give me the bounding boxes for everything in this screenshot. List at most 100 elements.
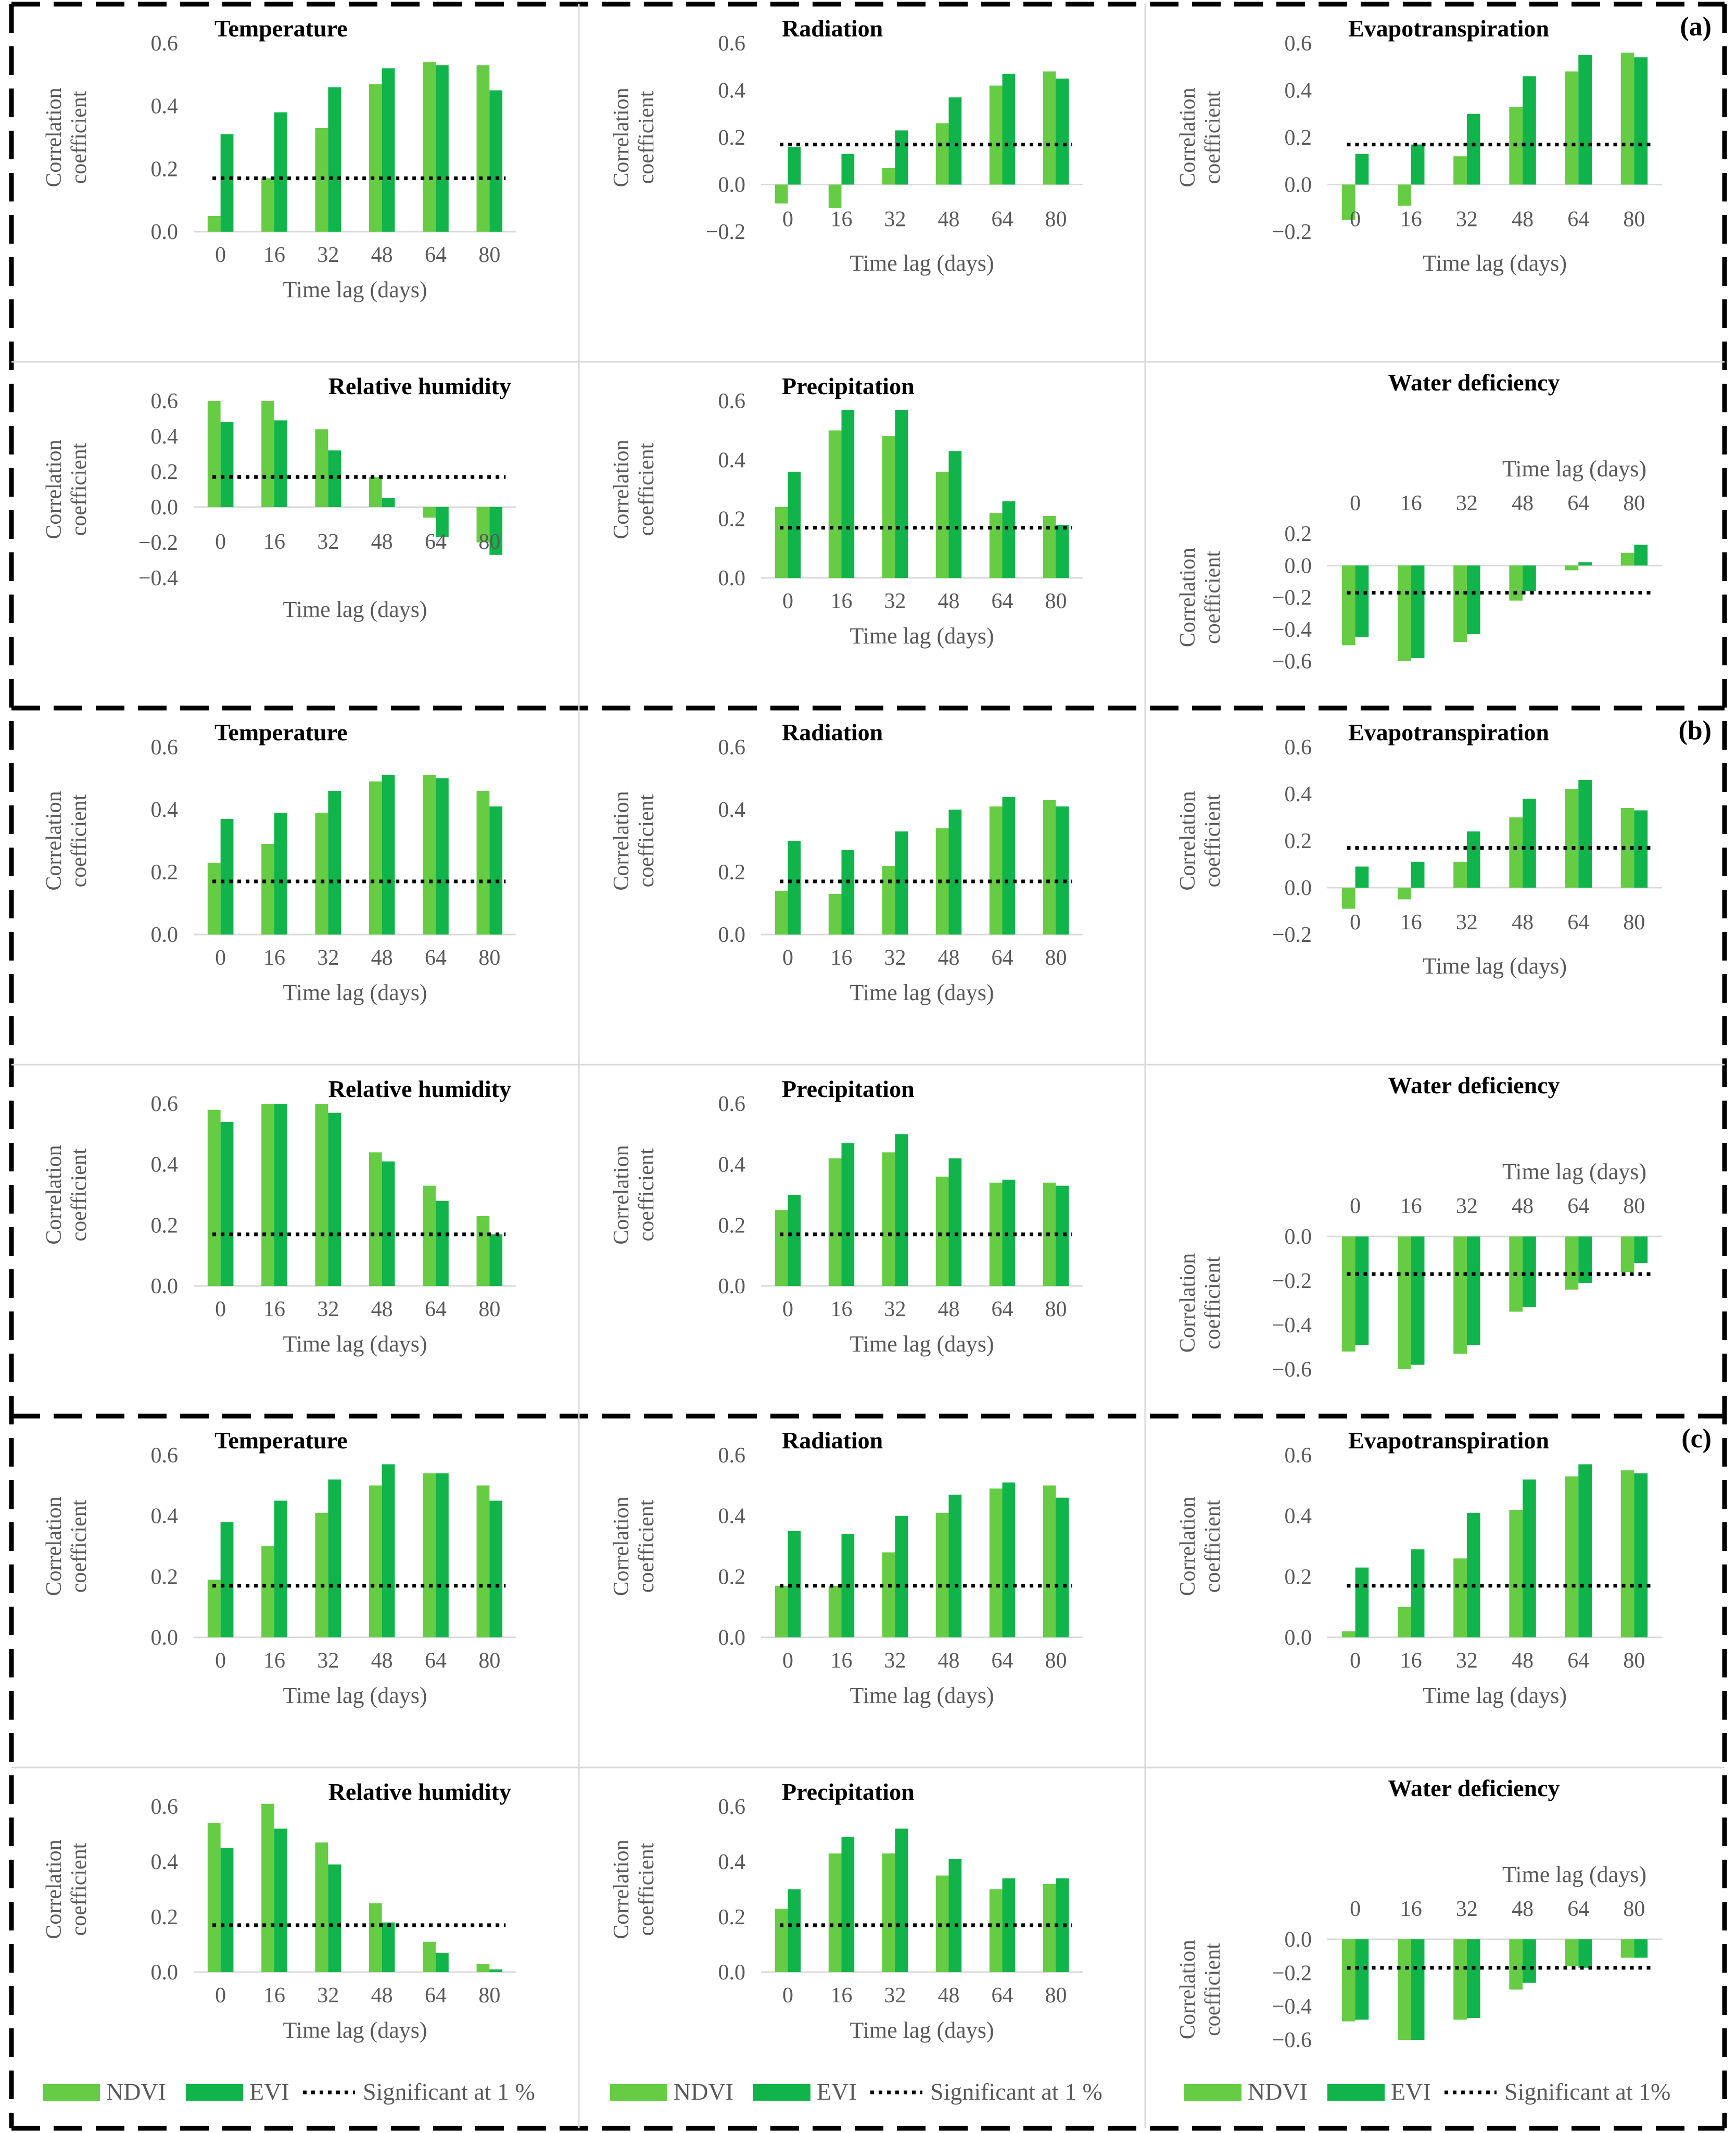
- y-axis-label-line-1: Correlation: [42, 1145, 66, 1244]
- x-axis-title: Time lag (days): [1423, 250, 1567, 276]
- x-tick-label: 0: [782, 1297, 793, 1321]
- x-tick-label: 0: [1350, 1194, 1361, 1218]
- y-tick-label: −0.2: [1272, 1961, 1312, 1985]
- legend-significance-label: Significant at 1 %: [930, 2078, 1103, 2105]
- bar-evi-80: [489, 90, 503, 232]
- x-tick-label: 0: [215, 530, 226, 554]
- x-tick-label: 16: [1400, 491, 1422, 515]
- x-tick-label: 16: [1400, 911, 1422, 935]
- bar-ndvi-16: [261, 1104, 274, 1286]
- bar-evi-48: [1523, 76, 1536, 185]
- bar-evi-32: [328, 1113, 341, 1286]
- bar-ndvi-64: [989, 1488, 1003, 1637]
- x-axis-title: Time lag (days): [1502, 1862, 1646, 1887]
- x-tick-label: 0: [1350, 1649, 1361, 1673]
- bar-ndvi-16: [1398, 1607, 1411, 1637]
- bar-evi-80: [1056, 78, 1069, 185]
- y-axis-label-line-2: coefficient: [1201, 91, 1225, 184]
- bar-evi-64: [1578, 562, 1592, 566]
- bar-ndvi-16: [1398, 1939, 1411, 2040]
- bar-ndvi-48: [369, 84, 382, 232]
- bar-ndvi-16: [1398, 184, 1411, 206]
- y-axis-label-line-2: coefficient: [635, 1499, 658, 1593]
- x-tick-label: 0: [782, 208, 793, 232]
- bar-ndvi-16: [1398, 565, 1411, 661]
- y-tick-label: −0.6: [1272, 1358, 1312, 1382]
- bar-evi-64: [436, 1952, 449, 1972]
- y-axis-label: Correlation coefficient: [42, 791, 91, 890]
- y-tick-label: 0.2: [718, 1214, 746, 1238]
- y-axis-label: Correlation coefficient: [42, 1496, 91, 1596]
- x-tick-label: 32: [1456, 208, 1478, 232]
- x-axis-title: Time lag (days): [850, 623, 994, 649]
- y-axis-label-line-2: coefficient: [635, 1842, 658, 1936]
- bar-ndvi-48: [369, 1485, 382, 1637]
- bar-ndvi-80: [1620, 1470, 1634, 1637]
- x-axis-title: Time lag (days): [283, 1331, 427, 1357]
- bar-ndvi-80: [1043, 800, 1056, 935]
- x-tick-label: 80: [478, 1649, 500, 1673]
- x-tick-label: 0: [1350, 491, 1361, 515]
- x-tick-label: 0: [1350, 208, 1361, 232]
- bar-evi-48: [948, 1494, 962, 1637]
- chart-c-relative-humidity: Relative humidity Correlation coefficient 0…: [42, 1778, 535, 2105]
- y-tick-label: 0.2: [151, 1214, 179, 1238]
- bar-ndvi-48: [1509, 1510, 1523, 1637]
- x-tick-label: 48: [938, 589, 960, 613]
- bar-evi-48: [948, 1158, 962, 1286]
- x-tick-label: 80: [1045, 589, 1067, 613]
- legend-significance-label: Significant at 1 %: [363, 2078, 535, 2105]
- x-tick-label: 64: [1567, 911, 1589, 935]
- bar-evi-32: [1466, 831, 1480, 888]
- x-tick-label: 16: [263, 1297, 285, 1321]
- bar-ndvi-80: [476, 1485, 490, 1637]
- x-tick-label: 16: [263, 1984, 285, 2008]
- chart-title: Water deficiency: [1388, 1775, 1560, 1801]
- bar-evi-80: [489, 507, 503, 555]
- bar-evi-80: [489, 1500, 503, 1637]
- chart-b-radiation: Radiation Correlation coefficient 0.0 0.2 0.4…: [610, 719, 1083, 1005]
- x-tick-label: 64: [992, 1984, 1013, 2008]
- x-tick-label: 32: [884, 1649, 906, 1673]
- y-axis-label-line-1: Correlation: [1176, 791, 1200, 890]
- x-tick-label: 64: [992, 946, 1013, 970]
- y-tick-label: 0.0: [718, 1626, 746, 1650]
- y-tick-label: 0.6: [718, 389, 746, 413]
- bar-evi-32: [328, 1479, 341, 1637]
- x-tick-label: 16: [1400, 1897, 1422, 1921]
- y-axis-label-line-2: coefficient: [635, 91, 658, 184]
- y-tick-label: 0.0: [151, 1274, 179, 1298]
- y-tick-label: −0.2: [1272, 1269, 1312, 1293]
- bar-ndvi-32: [315, 429, 328, 507]
- y-axis-label: Correlation coefficient: [1176, 1940, 1225, 2039]
- legend-ndvi-swatch: [43, 2084, 100, 2101]
- chart-c-precipitation: Precipitation Correlation coefficient 0.0 0.…: [610, 1778, 1103, 2105]
- bar-evi-48: [382, 1922, 395, 1972]
- y-tick-label: 0.0: [151, 923, 179, 947]
- y-axis-label: Correlation coefficient: [610, 1839, 658, 1939]
- x-tick-label: 64: [1567, 1194, 1589, 1218]
- panel-label-a: (a): [1680, 12, 1712, 42]
- bar-evi-64: [1578, 1464, 1592, 1637]
- y-tick-label: 0.6: [151, 389, 179, 413]
- y-axis-label: Correlation coefficient: [1176, 1496, 1225, 1596]
- bar-ndvi-32: [882, 436, 895, 578]
- bar-ndvi-32: [882, 168, 895, 185]
- y-axis-label-line-2: coefficient: [1201, 551, 1225, 644]
- x-tick-label: 32: [1456, 1897, 1478, 1921]
- bar-ndvi-64: [989, 513, 1003, 578]
- bar-ndvi-16: [1398, 888, 1411, 900]
- bar-ndvi-64: [423, 775, 436, 935]
- y-tick-label: 0.4: [151, 95, 179, 119]
- bar-evi-16: [1411, 144, 1425, 185]
- bar-evi-48: [382, 1464, 395, 1637]
- y-tick-label: −0.4: [1272, 1314, 1312, 1337]
- x-tick-label: 0: [782, 946, 793, 970]
- x-tick-label: 16: [263, 530, 285, 554]
- x-tick-label: 32: [1456, 1649, 1478, 1673]
- y-tick-label: −0.4: [138, 566, 178, 590]
- y-tick-label: −0.2: [1272, 923, 1312, 947]
- x-tick-label: 48: [1512, 1194, 1534, 1218]
- bar-evi-80: [1056, 806, 1069, 935]
- x-axis-title: Time lag (days): [283, 2017, 427, 2043]
